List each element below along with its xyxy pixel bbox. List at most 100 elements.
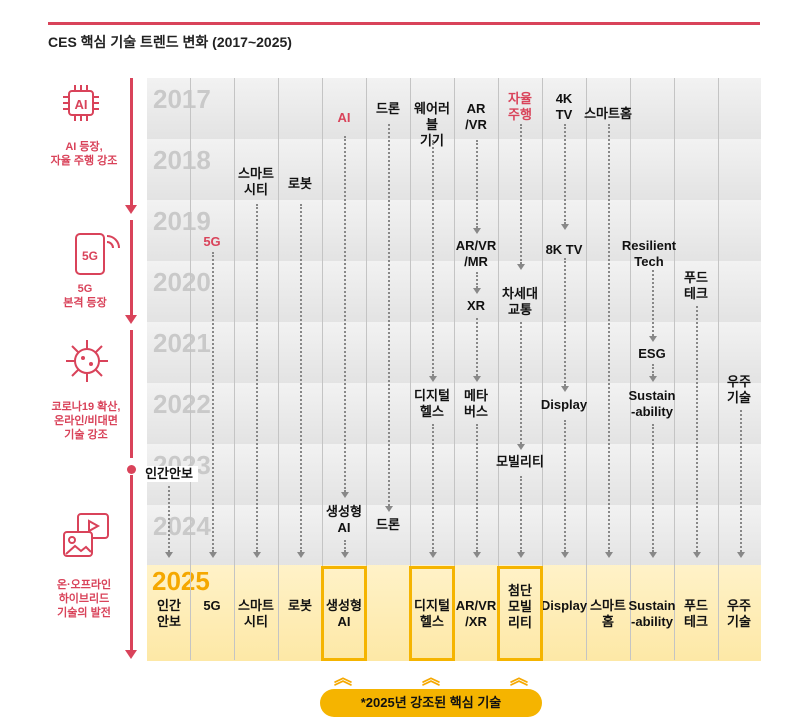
column-divider bbox=[718, 78, 719, 660]
trend-esg: ESG bbox=[638, 346, 666, 361]
timeline-segment bbox=[130, 220, 133, 318]
column-divider bbox=[586, 78, 587, 660]
final-smart-home: 스마트 홈 bbox=[590, 598, 626, 629]
trend-metaverse: 메타 버스 bbox=[464, 388, 488, 419]
year-label: 2019 bbox=[153, 206, 211, 236]
footnote-pill: *2025년 강조된 핵심 기술 bbox=[320, 689, 542, 717]
chevron-up-icon: ︽ bbox=[334, 668, 352, 688]
highlight-box-mobility bbox=[497, 566, 543, 661]
trend-xr: XR bbox=[466, 298, 486, 313]
final-sustainability: Sustain -ability bbox=[628, 598, 676, 629]
sidebar-text-ai: AI 등장, 자율 주행 강조 bbox=[50, 141, 118, 167]
trend-drone: 드론 bbox=[376, 101, 400, 116]
dotted-arrow bbox=[209, 252, 217, 558]
final-5g: 5G bbox=[203, 598, 221, 613]
trend-robot: 로봇 bbox=[288, 176, 312, 191]
trend-next-mobility: 차세대 교통 bbox=[502, 286, 538, 317]
column-divider bbox=[278, 78, 279, 660]
dotted-arrow bbox=[385, 124, 393, 512]
timeline-dot-icon bbox=[127, 465, 136, 474]
column-divider bbox=[498, 78, 499, 660]
trend-4k-tv: 4K TV bbox=[555, 91, 573, 122]
trend-resilient-tech: Resilient Tech bbox=[621, 238, 677, 269]
virus-icon bbox=[66, 340, 108, 382]
dotted-arrow bbox=[341, 136, 349, 498]
trend-sustainability: Sustain -ability bbox=[628, 388, 676, 419]
column-divider bbox=[234, 78, 235, 660]
dotted-arrow bbox=[165, 486, 173, 558]
sidebar-text-5g: 5G 본격 등장 bbox=[63, 283, 107, 309]
dotted-arrow bbox=[253, 204, 261, 558]
trend-5g: 5G bbox=[203, 234, 221, 249]
trend-display: Display bbox=[540, 397, 588, 412]
final-generative-ai: 생성형 AI bbox=[326, 598, 362, 629]
dotted-arrow bbox=[649, 364, 657, 382]
column-divider bbox=[366, 78, 367, 660]
final-ar-vr-xr: AR/VR /XR bbox=[455, 598, 497, 629]
dotted-arrow bbox=[473, 424, 481, 558]
trend-8k-tv: 8K TV bbox=[545, 242, 583, 257]
dotted-arrow bbox=[693, 306, 701, 558]
trend-ar-vr: AR /VR bbox=[465, 101, 487, 132]
timeline-arrow-icon bbox=[125, 315, 137, 324]
column-divider bbox=[630, 78, 631, 660]
dotted-arrow bbox=[561, 124, 569, 230]
dotted-arrow bbox=[473, 272, 481, 294]
year-label: 2017 bbox=[153, 84, 211, 114]
online-offline-icon bbox=[63, 513, 109, 557]
svg-text:AI: AI bbox=[75, 97, 88, 112]
ai-chip-icon: AI bbox=[63, 85, 99, 121]
trend-mobility: 모빌리티 bbox=[496, 454, 544, 469]
final-robot: 로봇 bbox=[288, 598, 312, 613]
trend-wearable: 웨어러블 기기 bbox=[414, 101, 450, 148]
sidebar-text-covid: 코로나19 확산, 온라인/비대면 기술 강조 bbox=[51, 401, 121, 441]
dotted-arrow bbox=[517, 476, 525, 558]
dotted-arrow bbox=[517, 124, 525, 270]
year-label: 2024 bbox=[153, 511, 211, 541]
dotted-arrow bbox=[473, 140, 481, 234]
trend-generative-ai: 생성형 AI bbox=[326, 504, 362, 535]
svg-text:5G: 5G bbox=[82, 249, 98, 263]
dotted-arrow bbox=[429, 140, 437, 382]
trend-digital-health: 디지털 헬스 bbox=[414, 388, 450, 419]
timeline-segment bbox=[130, 475, 133, 653]
final-human-security: 인간 안보 bbox=[157, 598, 181, 629]
final-smart-city: 스마트 시티 bbox=[238, 598, 274, 629]
year-label: 2018 bbox=[153, 145, 211, 175]
trend-smarthome: 스마트홈 bbox=[584, 106, 632, 121]
trend-ar-vr-mr: AR/VR /MR bbox=[455, 238, 497, 269]
final-space-tech: 우주 기술 bbox=[727, 598, 751, 629]
dotted-arrow bbox=[341, 540, 349, 558]
chevron-up-icon: ︽ bbox=[422, 668, 440, 688]
final-digital-health: 디지털 헬스 bbox=[414, 598, 450, 629]
dotted-arrow bbox=[429, 424, 437, 558]
trend-space-tech: 우주 기술 bbox=[727, 374, 751, 405]
timeline-segment bbox=[130, 330, 133, 458]
dotted-arrow bbox=[649, 424, 657, 558]
trend-smart-city: 스마트 시티 bbox=[238, 166, 274, 197]
dotted-arrow bbox=[517, 322, 525, 450]
trend-ai: AI bbox=[337, 110, 351, 125]
column-divider bbox=[190, 78, 191, 660]
timeline-segment bbox=[130, 78, 133, 208]
year-label: 2022 bbox=[153, 389, 211, 419]
column-divider bbox=[454, 78, 455, 660]
column-divider bbox=[410, 78, 411, 660]
final-advanced-mobility: 첨단 모빌 리티 bbox=[508, 583, 532, 630]
year-label: 2020 bbox=[153, 267, 211, 297]
trend-autonomous: 자율 주행 bbox=[508, 91, 532, 122]
highlight-box-generative-ai bbox=[321, 566, 367, 661]
sidebar-text-hybrid: 온·오프라인 하이브리드 기술의 발전 bbox=[56, 579, 112, 619]
year-label-2025: 2025 bbox=[152, 566, 210, 596]
trend-human-security: 인간안보 bbox=[140, 466, 198, 482]
trend-drone-2024: 드론 bbox=[376, 517, 400, 532]
dotted-arrow bbox=[561, 258, 569, 392]
final-foodtech: 푸드 테크 bbox=[684, 598, 708, 629]
column-divider bbox=[322, 78, 323, 660]
timeline-arrow-icon bbox=[125, 650, 137, 659]
chevron-up-icon: ︽ bbox=[510, 668, 528, 688]
dotted-arrow bbox=[473, 318, 481, 382]
dotted-arrow bbox=[297, 204, 305, 558]
page-title: CES 핵심 기술 트렌드 변화 (2017~2025) bbox=[48, 34, 292, 50]
year-label: 2021 bbox=[153, 328, 211, 358]
